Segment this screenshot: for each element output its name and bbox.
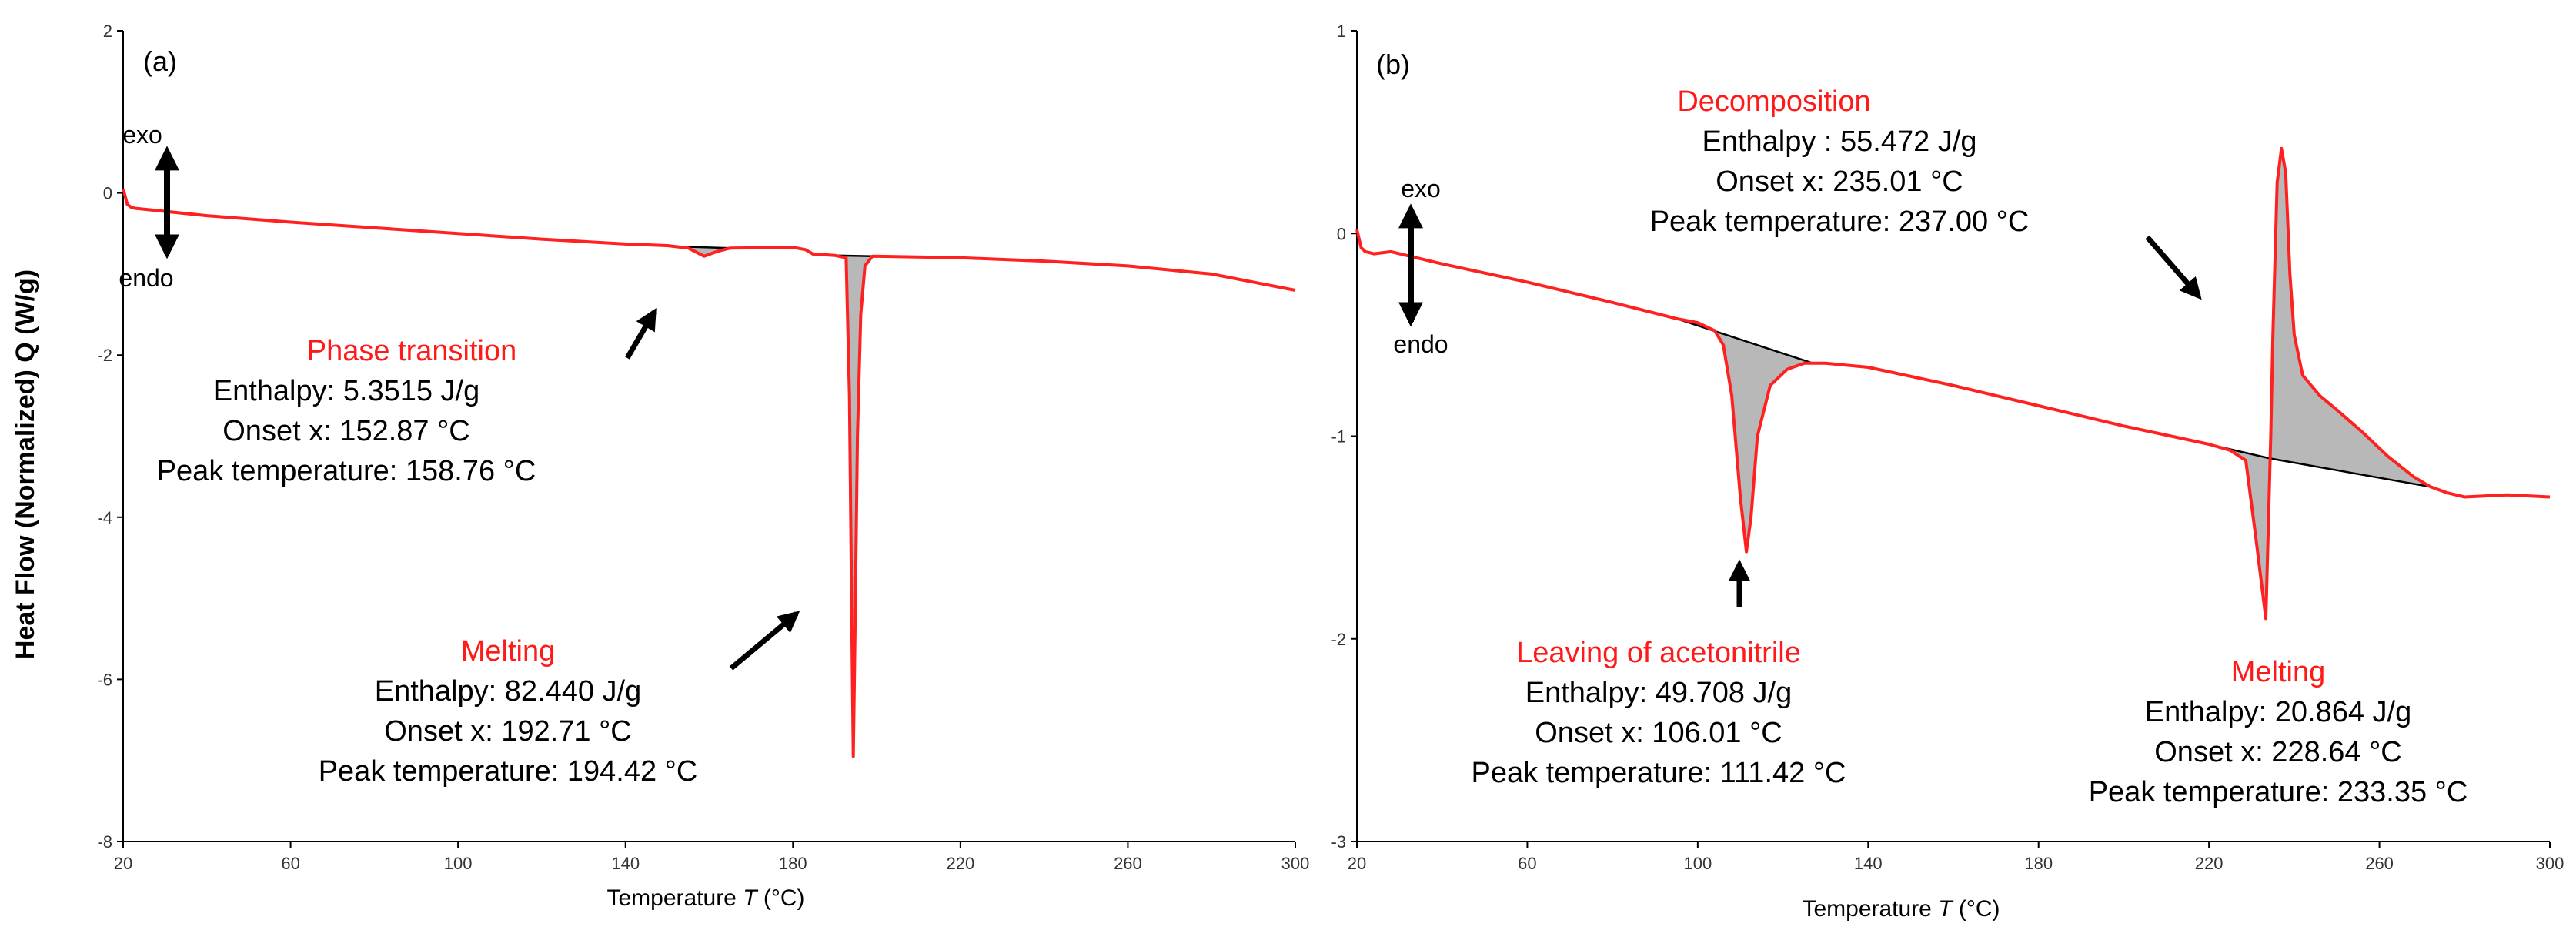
- panel-b-decomposition-peak: Peak temperature: 237.00 °C: [1650, 206, 2030, 238]
- x-tick-label: 60: [281, 854, 299, 873]
- x-tick-label: 260: [1114, 854, 1142, 873]
- panel-b-melting-onset: Onset x: 228.64 °C: [2154, 736, 2401, 768]
- panel-b-decomposition-onset: Onset x: 235.01 °C: [1716, 166, 1963, 198]
- y-tick-label: -1: [1331, 427, 1346, 447]
- panel-b-acetonitrile-onset: Onset x: 106.01 °C: [1535, 717, 1782, 749]
- panel-a-exo-label: exo: [122, 121, 162, 149]
- panel-a-phase-transition-peak: Peak temperature: 158.76 °C: [157, 455, 536, 487]
- x-tick-label: 100: [444, 854, 473, 873]
- panel-a-x-ticks: 20 60 100 140 180 220 260 300: [114, 842, 1310, 873]
- y-tick-label: -2: [97, 346, 112, 365]
- panel-a-melting-enthalpy: Enthalpy: 82.440 J/g: [375, 675, 641, 708]
- peak-area-melting: [2217, 446, 2270, 619]
- x-tick-label: 20: [114, 854, 132, 873]
- peak-baseline-decomposition: [2270, 457, 2431, 488]
- panel-a-plot-area: [122, 31, 1296, 842]
- panel-a-phase-transition-enthalpy: Enthalpy: 5.3515 J/g: [213, 375, 479, 407]
- panel-b: 20 60 100 140 180 220 260 300 1 0 -1 -2 -3 (b) Temp…: [1331, 22, 2564, 922]
- heat-flow-curve: [1355, 146, 2551, 621]
- panel-a-melting-peak: Peak temperature: 194.42 °C: [319, 755, 698, 788]
- panel-b-decomposition-title: Decomposition: [1677, 85, 1870, 118]
- y-tick-label: 2: [103, 22, 112, 41]
- y-tick-label: 0: [103, 184, 112, 203]
- panel-a-endo-label: endo: [119, 264, 173, 292]
- panel-b-decomposition-enthalpy: Enthalpy : 55.472 J/g: [1702, 125, 1976, 158]
- panel-b-exo-label: exo: [1401, 175, 1441, 202]
- x-tick-label: 180: [2024, 854, 2053, 873]
- x-tick-label: 180: [779, 854, 807, 873]
- panel-a-phase-transition-arrow: [624, 308, 657, 360]
- panel-a: 20 60 100 140 180 220 260 300 20-2-4-6-8 (a) Te…: [97, 22, 1309, 911]
- y-tick-label: -3: [1331, 832, 1346, 852]
- y-tick-label: -2: [1331, 630, 1346, 649]
- panel-a-melting-arrow: [729, 611, 800, 671]
- peak-area-melting: [834, 255, 873, 757]
- panel-b-label: (b): [1376, 49, 1410, 80]
- panel-b-acetonitrile-peak: Peak temperature: 111.42 °C: [1472, 757, 1846, 789]
- y-axis-label: Heat Flow (Normalized) Q (W/g): [11, 269, 40, 659]
- y-tick-label: 1: [1337, 22, 1346, 41]
- panel-b-melting-peak: Peak temperature: 233.35 °C: [2089, 776, 2468, 808]
- y-tick-label: -8: [97, 832, 112, 852]
- y-tick-label: -6: [97, 670, 112, 689]
- panel-b-y-ticks: 1 0 -1 -2 -3: [1331, 22, 1357, 852]
- panel-b-melting-title: Melting: [2231, 656, 2326, 688]
- peak-area-decomposition: [2270, 148, 2431, 487]
- x-tick-label: 260: [2365, 854, 2394, 873]
- y-tick-label: -4: [97, 508, 112, 527]
- x-tick-label: 300: [1281, 854, 1310, 873]
- panel-b-melting-enthalpy: Enthalpy: 20.864 J/g: [2145, 696, 2411, 728]
- x-tick-label: 60: [1518, 854, 1536, 873]
- panel-b-endo-label: endo: [1393, 330, 1448, 358]
- panel-b-x-axis-title: Temperature T (°C): [1802, 896, 2000, 922]
- panel-b-plot-area: [1355, 31, 2551, 842]
- x-tick-label: 220: [2195, 854, 2224, 873]
- peak-area-phase-transition: [676, 246, 730, 256]
- panel-b-acetonitrile-enthalpy: Enthalpy: 49.708 J/g: [1525, 677, 1792, 709]
- y-tick-label: 0: [1337, 224, 1346, 243]
- x-tick-label: 100: [1683, 854, 1712, 873]
- panel-a-melting-onset: Onset x: 192.71 °C: [384, 715, 631, 748]
- panel-a-label: (a): [143, 45, 177, 77]
- x-tick-label: 220: [946, 854, 974, 873]
- panel-a-x-axis-title: Temperature T (°C): [606, 885, 804, 911]
- panel-b-decomposition-arrow: [2145, 235, 2202, 300]
- heat-flow-curve: [122, 188, 1296, 758]
- x-tick-label: 300: [2536, 854, 2564, 873]
- panel-b-acetonitrile-title: Leaving of acetonitrile: [1516, 637, 1801, 669]
- panel-a-y-ticks: 2 0 -2 -4 -6 -8: [97, 22, 123, 852]
- x-tick-label: 140: [611, 854, 640, 873]
- x-tick-label: 140: [1854, 854, 1883, 873]
- x-tick-label: 20: [1348, 854, 1366, 873]
- panel-a-melting-title: Melting: [461, 635, 556, 668]
- panel-b-x-ticks: 20 60 100 140 180 220 260 300: [1348, 842, 2564, 873]
- panel-a-phase-transition-title: Phase transition: [307, 335, 517, 367]
- panel-a-phase-transition-onset: Onset x: 152.87 °C: [222, 415, 469, 447]
- peak-baseline-leaving-of-acetonitrile: [1676, 317, 1813, 364]
- peak-area-leaving-of-acetonitrile: [1676, 318, 1813, 552]
